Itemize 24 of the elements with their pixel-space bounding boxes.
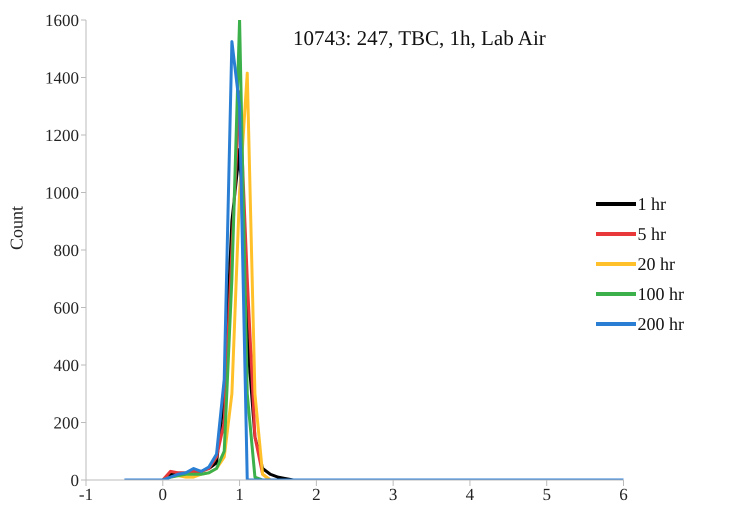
legend-label: 200 hr (638, 313, 684, 336)
y-tick-label: 800 (54, 241, 79, 260)
x-tick-label: 1 (235, 485, 244, 504)
y-axis-title: Count (6, 206, 26, 250)
legend-label: 100 hr (638, 283, 684, 306)
legend-label: 1 hr (638, 193, 666, 216)
chart-title: 10743: 247, TBC, 1h, Lab Air (293, 26, 546, 51)
x-tick-label: -1 (78, 485, 94, 504)
y-tick-label: 400 (54, 356, 79, 376)
y-tick-label: 1600 (45, 11, 79, 30)
x-tick-label: 0 (158, 485, 168, 504)
legend-label: 20 hr (638, 253, 675, 276)
y-tick-label: 1200 (45, 126, 79, 146)
y-tick-label: 600 (54, 298, 79, 318)
y-tick-label: 1400 (45, 68, 79, 88)
x-tick-label: 4 (466, 485, 475, 504)
x-tick-label: 2 (312, 485, 321, 504)
y-tick-label: 200 (54, 414, 79, 433)
x-tick-label: 6 (619, 485, 628, 504)
y-tick-label: 0 (70, 471, 79, 490)
legend-label: 5 hr (638, 223, 666, 246)
x-tick-label: 3 (388, 485, 398, 504)
x-tick-label: 5 (542, 485, 551, 504)
y-tick-label: 1000 (45, 184, 79, 203)
